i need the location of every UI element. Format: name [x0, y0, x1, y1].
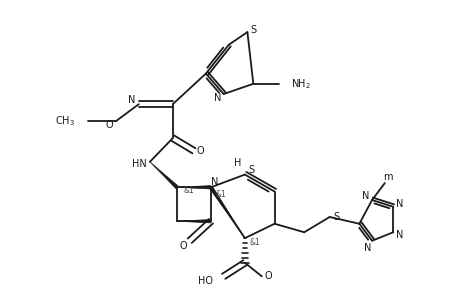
Text: N: N	[396, 230, 403, 240]
Polygon shape	[209, 186, 244, 238]
Polygon shape	[177, 220, 210, 223]
Text: S: S	[248, 165, 254, 175]
Text: H: H	[234, 158, 241, 168]
Text: N: N	[362, 191, 369, 201]
Text: N: N	[396, 199, 403, 209]
Text: N: N	[363, 243, 371, 253]
Text: O: O	[197, 146, 204, 156]
Text: S: S	[333, 212, 339, 222]
Text: &1: &1	[249, 238, 260, 247]
Text: O: O	[264, 271, 272, 281]
Text: S: S	[250, 25, 256, 35]
Text: &1: &1	[183, 186, 194, 195]
Text: HO: HO	[198, 275, 213, 285]
Text: O: O	[105, 120, 113, 130]
Text: &1: &1	[215, 190, 226, 198]
Text: HN: HN	[132, 158, 147, 168]
Text: N: N	[211, 177, 218, 187]
Text: CH$_3$: CH$_3$	[55, 114, 75, 128]
Text: m: m	[383, 172, 392, 182]
Text: O: O	[179, 241, 187, 251]
Text: N: N	[128, 95, 136, 105]
Text: N: N	[214, 93, 221, 103]
Polygon shape	[149, 162, 178, 188]
Text: NH$_2$: NH$_2$	[290, 77, 310, 91]
Polygon shape	[177, 186, 210, 189]
